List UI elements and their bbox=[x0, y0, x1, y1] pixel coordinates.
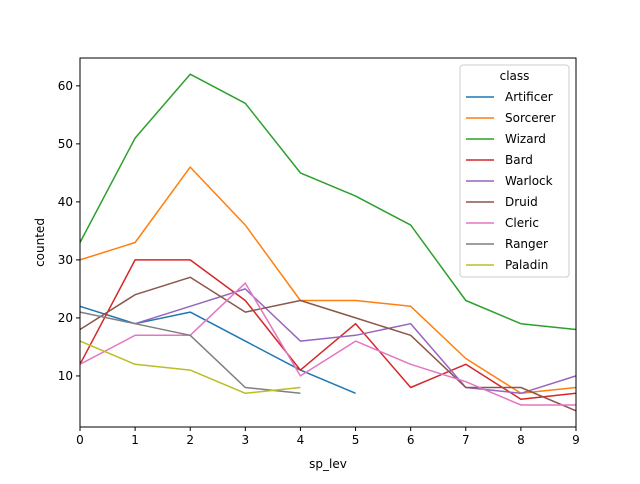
legend-label-wizard: Wizard bbox=[505, 132, 546, 146]
y-tick-label: 60 bbox=[58, 79, 73, 93]
series-line-bard bbox=[79, 259, 577, 400]
plot-frame bbox=[79, 57, 577, 428]
legend-label-artificer: Artificer bbox=[505, 90, 553, 104]
x-tick-label: 0 bbox=[76, 433, 84, 447]
x-tick-label: 3 bbox=[242, 433, 250, 447]
x-tick-label: 8 bbox=[517, 433, 525, 447]
x-tick-label: 7 bbox=[462, 433, 470, 447]
y-axis-ticks: 10 20 30 40 50 60 bbox=[58, 79, 80, 383]
legend: class Artificer Sorcerer Wizard Bard Warlock… bbox=[459, 64, 570, 278]
y-tick-label: 30 bbox=[58, 253, 73, 267]
y-tick-label: 50 bbox=[58, 137, 73, 151]
legend-label-ranger: Ranger bbox=[505, 237, 548, 251]
series-line-druid bbox=[79, 276, 577, 412]
series-line-warlock bbox=[134, 288, 577, 395]
series-line-wizard bbox=[79, 73, 577, 331]
series-lines bbox=[79, 73, 577, 412]
legend-title: class bbox=[500, 69, 530, 83]
series-line-artificer bbox=[79, 305, 356, 394]
legend-label-cleric: Cleric bbox=[505, 216, 539, 230]
series-line-paladin bbox=[79, 340, 301, 395]
legend-label-paladin: Paladin bbox=[505, 258, 548, 272]
legend-label-sorcerer: Sorcerer bbox=[505, 111, 556, 125]
x-axis-ticks: 0 1 2 3 4 5 6 7 8 9 bbox=[76, 427, 580, 447]
x-axis-label: sp_lev bbox=[309, 457, 347, 471]
y-axis-label: counted bbox=[33, 218, 47, 267]
series-line-cleric bbox=[79, 282, 576, 406]
legend-items: Artificer Sorcerer Wizard Bard Warlock Druid C… bbox=[466, 90, 556, 272]
x-tick-label: 1 bbox=[131, 433, 139, 447]
legend-label-bard: Bard bbox=[505, 153, 533, 167]
x-tick-label: 4 bbox=[297, 433, 305, 447]
series-line-ranger bbox=[79, 311, 301, 395]
series-line-sorcerer bbox=[79, 166, 577, 395]
y-tick-label: 40 bbox=[58, 195, 73, 209]
legend-label-warlock: Warlock bbox=[505, 174, 553, 188]
y-tick-label: 20 bbox=[58, 311, 73, 325]
x-tick-label: 9 bbox=[572, 433, 580, 447]
y-tick-label: 10 bbox=[58, 369, 73, 383]
legend-label-druid: Druid bbox=[505, 195, 538, 209]
x-tick-label: 2 bbox=[186, 433, 194, 447]
x-tick-label: 5 bbox=[352, 433, 360, 447]
x-tick-label: 6 bbox=[407, 433, 415, 447]
